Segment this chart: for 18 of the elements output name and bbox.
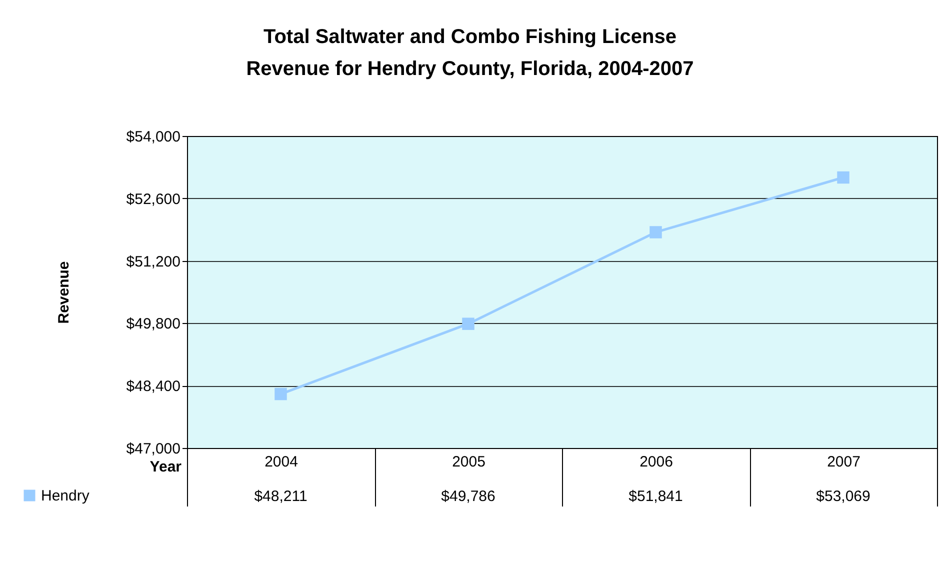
x-tick-label: 2004 bbox=[264, 454, 298, 470]
x-tick-label: 2006 bbox=[640, 454, 673, 470]
legend-label: Hendry bbox=[41, 488, 90, 504]
y-tick-label: $47,000 bbox=[126, 440, 180, 458]
data-label: $53,069 bbox=[816, 488, 870, 505]
y-axis-title: Revenue bbox=[55, 261, 72, 324]
x-tick-label: 2005 bbox=[452, 454, 486, 470]
y-tick-label: $54,000 bbox=[126, 128, 180, 146]
y-tick-label: $52,600 bbox=[126, 190, 180, 208]
data-label: $51,841 bbox=[628, 488, 683, 505]
x-tick-label: 2007 bbox=[827, 454, 860, 470]
y-tick-label: $51,200 bbox=[126, 253, 180, 270]
y-tick-label: $48,400 bbox=[126, 378, 180, 396]
x-axis-title: Year bbox=[150, 458, 182, 476]
data-label: $48,211 bbox=[254, 488, 308, 505]
data-label: $49,786 bbox=[441, 488, 496, 505]
y-tick-label: $49,800 bbox=[126, 316, 180, 333]
chart-title: Total Saltwater and Combo Fishing License Revenue for Hendry County, Florida, 2004-2007 bbox=[246, 26, 694, 80]
